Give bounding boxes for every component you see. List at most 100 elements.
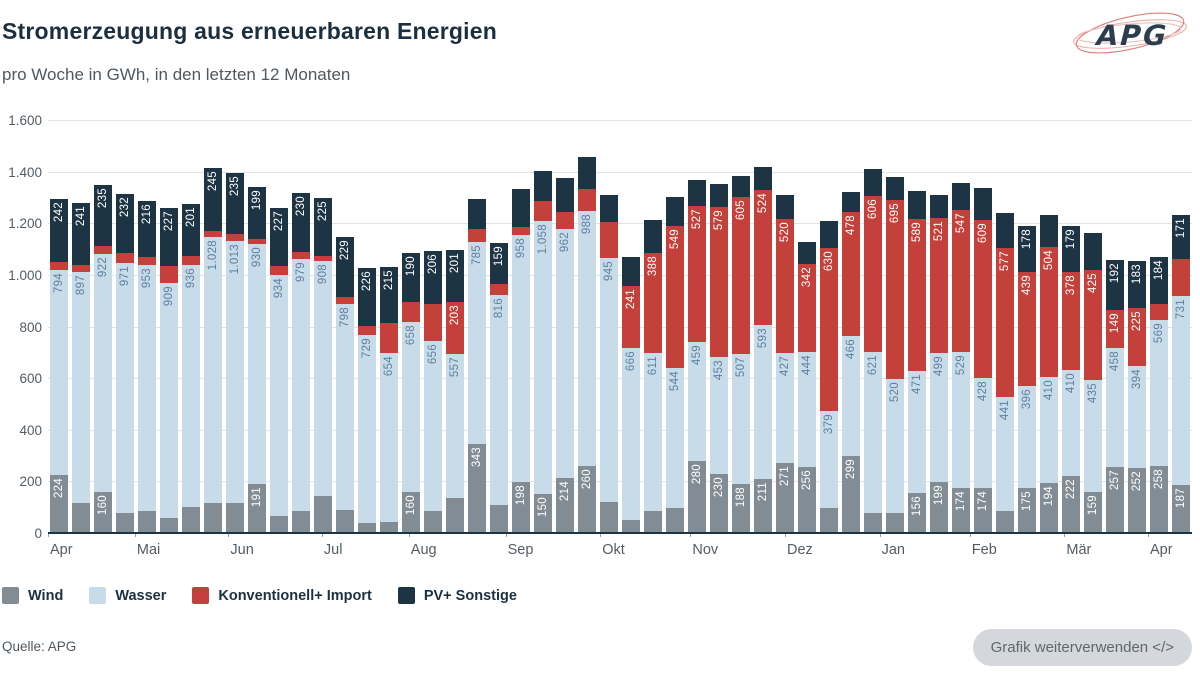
legend-label: PV+ Sonstige	[423, 587, 517, 604]
bar-week: 175 396 439 178	[1018, 226, 1036, 533]
bar-segment-wind: 299	[842, 455, 860, 533]
bar-segment-pv: 235	[94, 185, 112, 246]
bar-week: 953 216	[138, 201, 156, 533]
y-axis-label: 1.400	[8, 164, 42, 180]
bar-segment-wasser: 953	[138, 264, 156, 511]
bar-segment-pv: 241	[72, 202, 90, 266]
bar-value-label: 214	[559, 480, 571, 501]
y-axis-label: 600	[19, 371, 42, 387]
bar-value-label: 184	[1153, 259, 1165, 280]
bar-segment-pv: 206	[424, 250, 442, 304]
bar-segment-wind: 160	[402, 491, 420, 533]
bar-segment-wind	[644, 510, 662, 533]
bar-segment-pv	[732, 176, 750, 198]
bar-segment-konv: 378	[1062, 272, 1080, 370]
bar-value-label: 174	[977, 491, 989, 512]
bar-value-label: 150	[537, 497, 549, 518]
bar-value-label: 215	[383, 270, 395, 291]
bar-segment-konv: 549	[666, 225, 684, 368]
bar-segment-wind	[864, 512, 882, 533]
gridline	[48, 326, 1192, 328]
bar-week: 816 159	[490, 242, 508, 533]
bar-value-label: 427	[779, 355, 791, 376]
bar-segment-pv	[710, 184, 728, 208]
bar-segment-wasser: 458	[1106, 348, 1124, 467]
bar-value-label: 226	[361, 270, 373, 292]
bar-segment-konv: 504	[1040, 247, 1058, 378]
bar-value-label: 378	[1065, 275, 1077, 296]
bar-value-label: 654	[383, 355, 395, 376]
bar-segment-wasser: 666	[622, 347, 640, 520]
bar-value-label: 187	[1175, 487, 1187, 508]
bar-segment-pv: 242	[50, 199, 68, 262]
x-axis-month-label: Apr	[50, 542, 73, 558]
bar-value-label: 524	[757, 193, 769, 214]
bar-segment-wind	[996, 511, 1014, 533]
y-axis-label: 200	[19, 474, 42, 490]
bar-segment-wasser: 544	[666, 367, 684, 508]
bar-segment-konv: 605	[732, 197, 750, 354]
page-subtitle: pro Woche in GWh, in den letzten 12 Mona…	[2, 65, 351, 84]
bar-segment-pv	[996, 213, 1014, 249]
bar-segment-konv: 521	[930, 218, 948, 353]
bar-segment-wind	[622, 519, 640, 533]
bar-segment-wasser: 909	[160, 283, 178, 518]
bar-value-label: 257	[1109, 469, 1121, 490]
bar-segment-konv: 606	[864, 195, 882, 353]
legend-item-konv: Konventionell+ Import	[192, 587, 372, 604]
bar-segment-wind: 174	[952, 488, 970, 533]
bar-segment-pv: 184	[1150, 256, 1168, 305]
bar-value-label: 201	[449, 253, 461, 274]
bar-segment-wind	[292, 511, 310, 533]
x-axis-month-label: Jan	[881, 542, 905, 558]
reuse-graphic-button[interactable]: Grafik weiterverwenden </>	[972, 629, 1192, 666]
y-axis-label: 800	[19, 319, 42, 335]
bar-value-label: 192	[1109, 263, 1121, 284]
bar-value-label: 260	[581, 468, 593, 489]
bar-value-label: 206	[427, 253, 439, 274]
bar-segment-pv: 159	[490, 242, 508, 284]
bar-week: 299 466 478	[842, 191, 860, 533]
bar-segment-wasser: 379	[820, 410, 838, 509]
bar-segment-wasser: 453	[710, 356, 728, 474]
bar-segment-konv: 342	[798, 264, 816, 353]
bar-segment-wasser: 520	[886, 379, 904, 514]
bar-value-label: 174	[955, 491, 967, 512]
bar-segment-wasser: 621	[864, 352, 882, 513]
bar-segment-wind: 257	[1106, 466, 1124, 533]
gridline	[48, 429, 1192, 431]
bar-segment-konv	[204, 231, 222, 238]
x-axis-month-label: Okt	[602, 542, 625, 558]
bar-segment-wasser: 979	[292, 258, 310, 512]
bar-week: 222 410 378 179	[1062, 226, 1080, 533]
bar-segment-pv	[600, 195, 618, 223]
bar-segment-pv: 190	[402, 253, 420, 303]
bar-segment-wind: 160	[94, 491, 112, 533]
bar-week: 557 203 201	[446, 250, 464, 533]
bar-value-label: 444	[801, 355, 813, 376]
bar-value-label: 211	[757, 481, 769, 501]
bar-value-label: 225	[317, 201, 329, 222]
x-axis-month-label: Apr	[1150, 542, 1173, 558]
bar-segment-wind: 214	[556, 477, 574, 533]
bar-value-label: 229	[339, 240, 351, 261]
bar-value-label: 798	[339, 306, 351, 327]
bar-segment-wind: 222	[1062, 475, 1080, 533]
x-axis-tick	[600, 533, 602, 537]
bar-segment-wasser: 798	[336, 303, 354, 510]
bar-week: 156 471 589	[908, 190, 926, 533]
bar-value-label: 201	[185, 207, 197, 228]
chart-legend: Wind Wasser Konventionell+ Import PV+ Sonst…	[2, 587, 517, 604]
bar-value-label: 958	[515, 237, 527, 258]
y-axis-label: 400	[19, 422, 42, 438]
chart-plot-area: 0 200 400 600 800 1.000 1.200 1.400 1.600 224 794 2…	[8, 113, 1192, 558]
page-title: Stromerzeugung aus erneuerbaren Energien	[2, 18, 497, 44]
bar-segment-wind: 258	[1150, 466, 1168, 533]
bar-segment-konv: 478	[842, 212, 860, 336]
bar-value-label: 256	[801, 469, 813, 491]
bar-segment-konv: 149	[1106, 310, 1124, 349]
bar-value-label: 621	[867, 355, 879, 376]
bar-value-label: 428	[977, 380, 989, 401]
x-axis-month-label: Dez	[787, 542, 813, 558]
legend-label: Konventionell+ Import	[218, 587, 372, 604]
